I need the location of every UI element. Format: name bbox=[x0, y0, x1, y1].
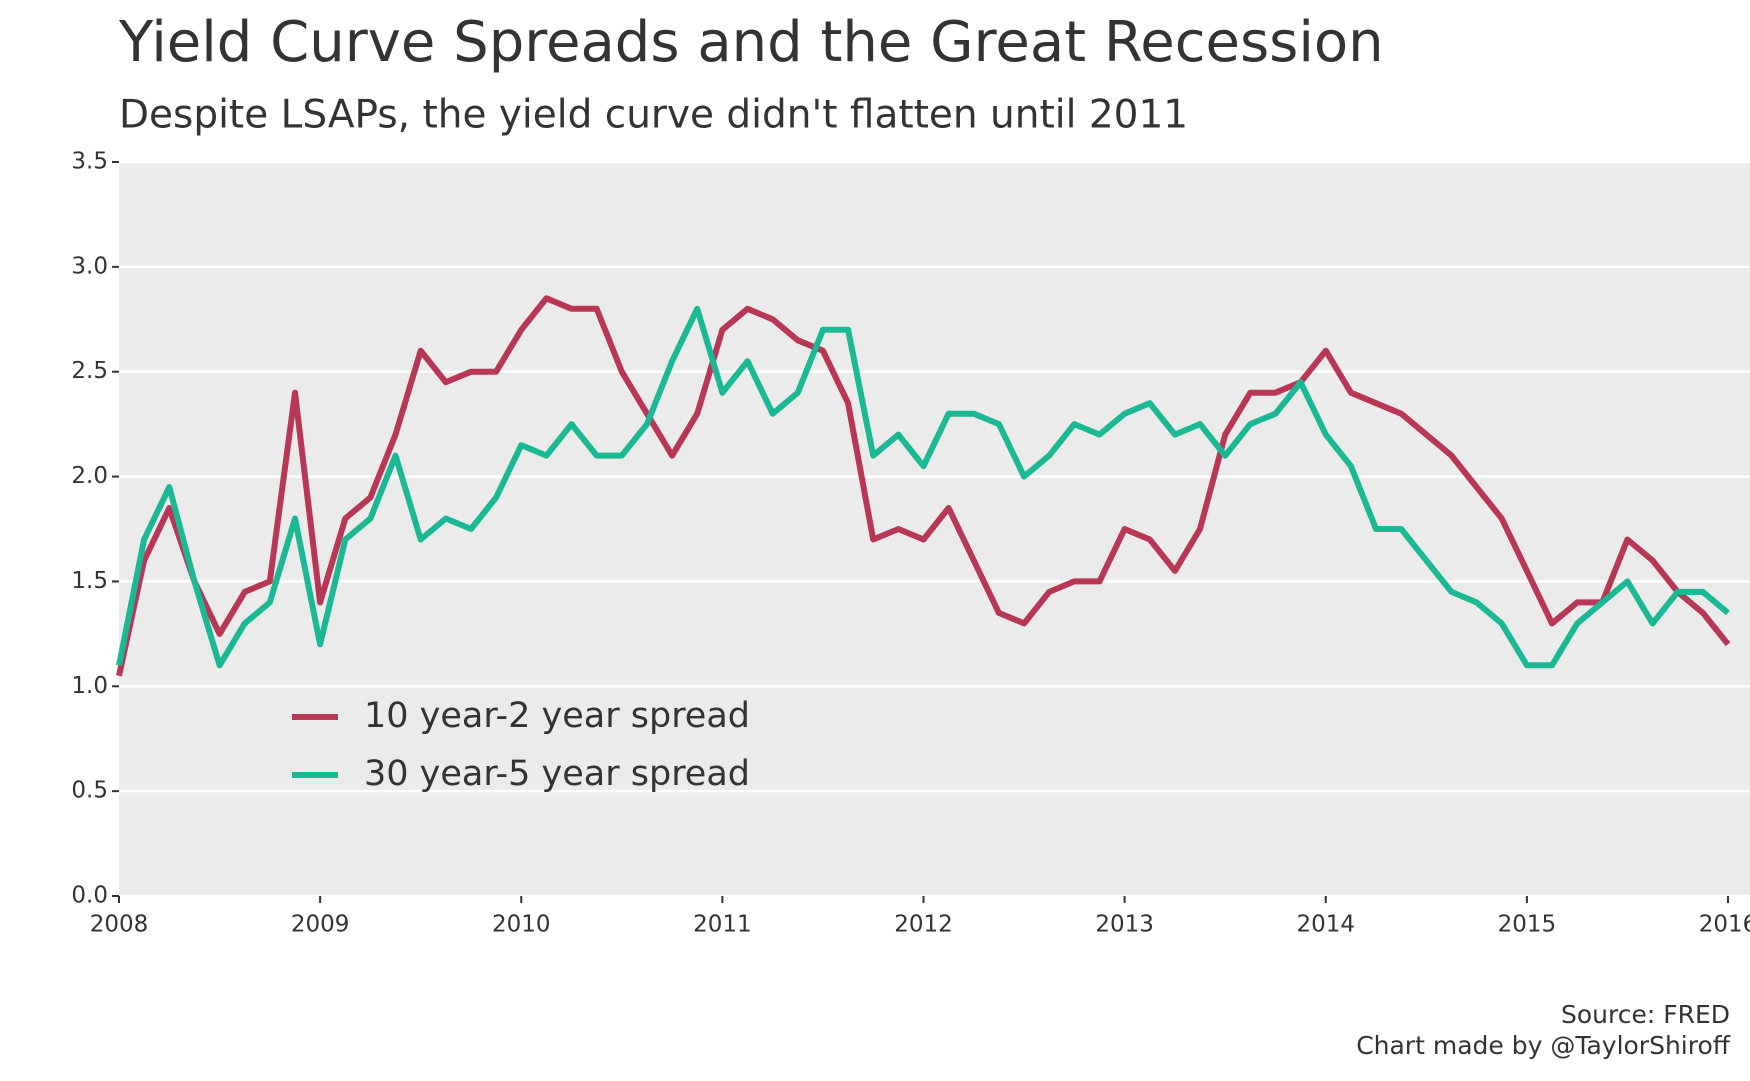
x-tick-label: 2015 bbox=[1498, 912, 1557, 938]
line-series bbox=[116, 305, 1730, 669]
legend-label: 10 year-2 year spread bbox=[364, 696, 750, 736]
legend-label: 30 year-5 year spread bbox=[364, 754, 750, 794]
x-tick-label: 2014 bbox=[1296, 912, 1355, 938]
y-tick-label: 2.0 bbox=[71, 463, 108, 489]
chart-subtitle: Despite LSAPs, the yield curve didn't fl… bbox=[119, 93, 1188, 138]
x-tick-label: 2013 bbox=[1095, 912, 1154, 938]
y-tick-label: 3.5 bbox=[71, 149, 108, 175]
caption: Chart made by @TaylorShiroff bbox=[1356, 1031, 1731, 1060]
x-tick-label: 2011 bbox=[693, 912, 752, 938]
y-tick-label: 1.0 bbox=[71, 673, 108, 699]
caption: Source: FRED bbox=[1561, 1000, 1730, 1029]
line-series bbox=[116, 295, 1731, 677]
y-tick-label: 1.5 bbox=[71, 568, 108, 594]
y-tick-label: 0.5 bbox=[71, 778, 108, 804]
x-tick-label: 2012 bbox=[894, 912, 953, 938]
x-tick-label: 2016 bbox=[1699, 912, 1750, 938]
x-tick-label: 2009 bbox=[291, 912, 350, 938]
y-tick-label: 0.0 bbox=[71, 883, 108, 909]
x-tick-label: 2008 bbox=[90, 912, 149, 938]
chart-title: Yield Curve Spreads and the Great Recess… bbox=[118, 10, 1384, 75]
x-tick-label: 2010 bbox=[492, 912, 551, 938]
y-tick-label: 2.5 bbox=[71, 358, 108, 384]
y-tick-label: 3.0 bbox=[71, 253, 108, 279]
